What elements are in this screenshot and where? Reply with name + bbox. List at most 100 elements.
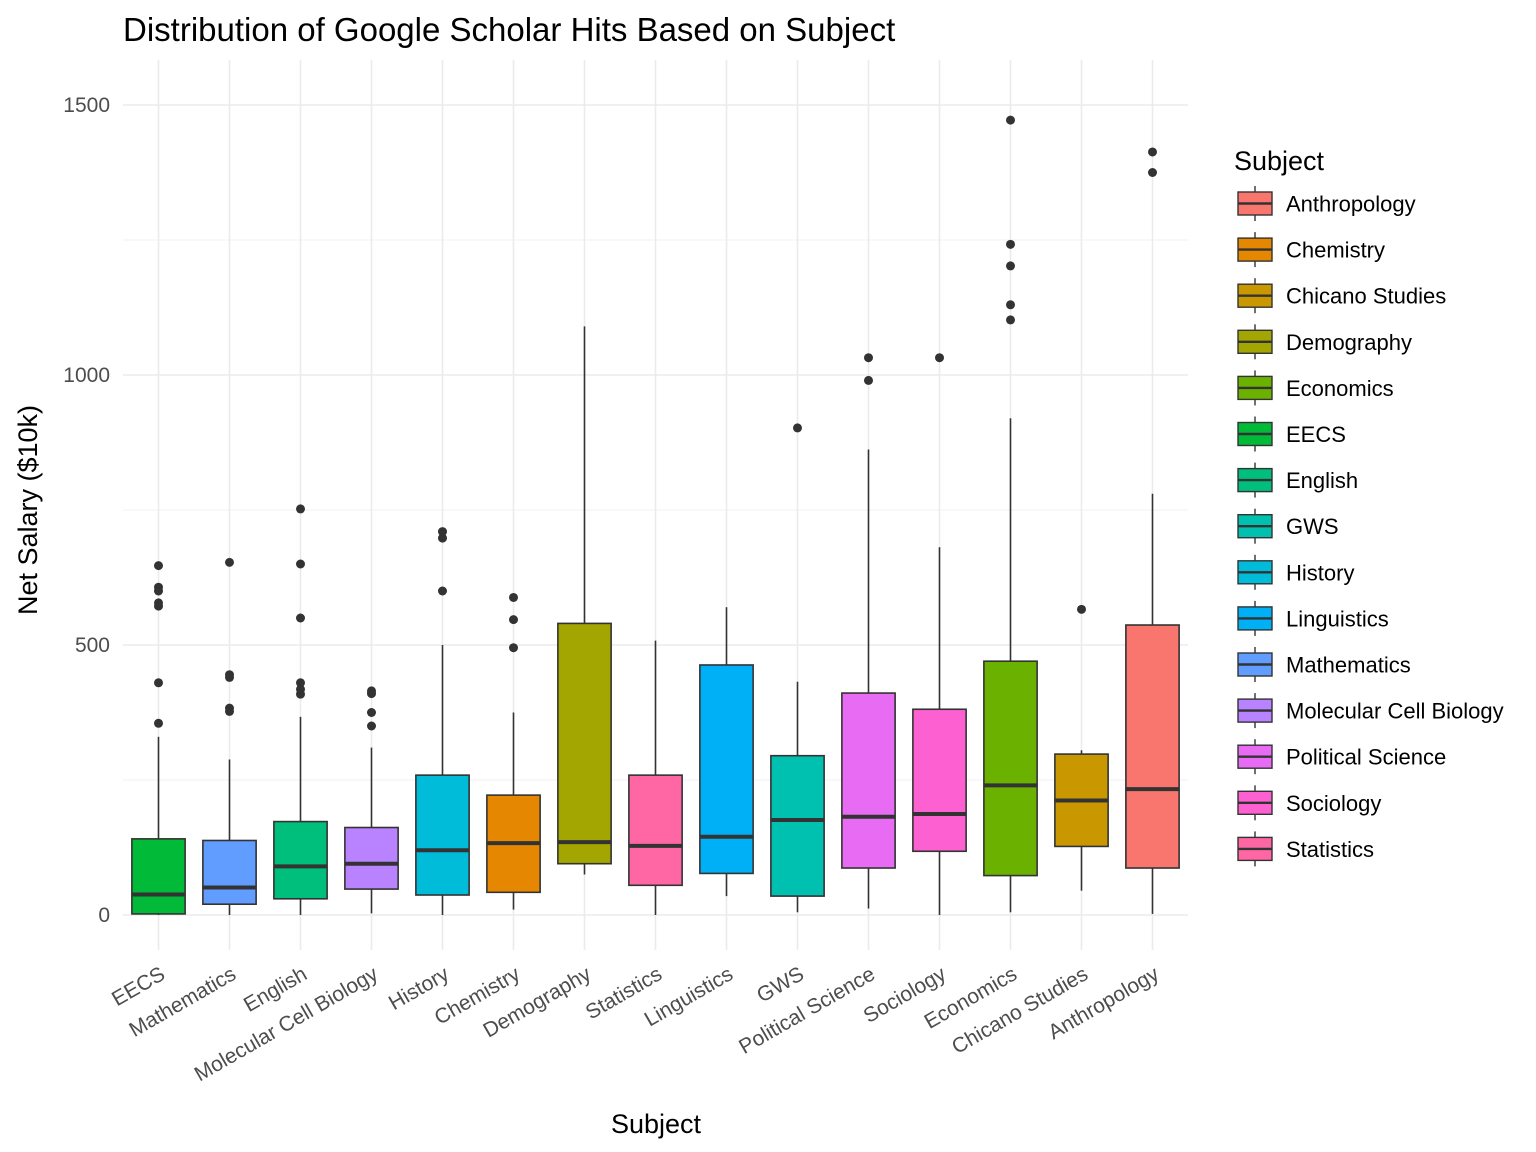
outlier-point [1006,115,1015,125]
outlier-point [1006,239,1015,249]
outlier-point [1006,300,1015,310]
y-axis-title: Net Salary ($10k) [13,405,43,615]
outlier-point [864,353,873,363]
box-iqr [131,838,186,915]
outlier-point [225,670,234,680]
legend-label: Political Science [1286,745,1446,770]
outlier-point [367,708,376,717]
legend-label: GWS [1286,514,1339,539]
box-history [415,527,470,915]
box-linguistics [699,607,754,897]
box-iqr [770,754,825,897]
outlier-point [154,582,163,592]
legend-label: EECS [1286,422,1346,447]
outlier-point [296,684,305,694]
legend-label: Demography [1286,330,1412,355]
box-iqr [841,692,896,869]
outlier-point [935,353,944,363]
legend-item: Economics [1237,370,1394,406]
outlier-point [154,678,163,688]
legend-item: Statistics [1237,831,1374,867]
legend-label: English [1286,468,1358,493]
outlier-point [509,592,518,602]
y-axis-ticks: 0 500 1000 1500 [63,94,110,927]
legend-item: EECS [1237,416,1346,452]
y-tick-label: 1500 [63,94,110,117]
legend-label: Sociology [1286,791,1381,816]
box-iqr [557,622,612,865]
outlier-point [438,527,447,537]
outlier-point [438,586,447,596]
outlier-point [1006,261,1015,271]
outlier-point [1148,168,1157,177]
legend-label: Anthropology [1286,192,1416,217]
box-chicano-studies [1054,604,1109,891]
outlier-point [1148,147,1157,157]
box-molecular-cell-biology [344,686,399,914]
outlier-point [154,561,163,571]
box-statistics [628,640,683,915]
legend-item: Anthropology [1237,186,1416,221]
box-economics [983,115,1038,913]
legend-item: Sociology [1237,785,1381,821]
outlier-point [793,423,802,433]
box-iqr [1125,624,1180,869]
legend-label: Linguistics [1286,606,1389,631]
box-anthropology [1125,147,1180,914]
boxes [131,115,1180,915]
legend-item: Political Science [1237,739,1446,775]
chart-title: Distribution of Google Scholar Hits Base… [123,11,895,48]
legend-item: History [1237,554,1354,590]
outlier-point [296,678,305,688]
legend-item: Chemistry [1237,232,1385,268]
y-tick-label: 500 [75,634,110,657]
legend-item: English [1237,462,1358,498]
box-iqr [628,774,683,887]
outlier-point [864,375,873,385]
box-chemistry [486,592,541,910]
outlier-point [1077,604,1086,614]
legend-item: Chicano Studies [1237,278,1446,314]
box-eecs [131,561,186,915]
legend-label: Chemistry [1286,238,1385,263]
outlier-point [438,533,447,543]
x-axis-title: Subject [611,1109,702,1139]
box-gws [770,423,825,913]
outlier-point [296,504,305,514]
outlier-point [367,686,376,696]
legend-label: Molecular Cell Biology [1286,699,1504,724]
box-demography [557,326,612,875]
outlier-point [154,598,163,608]
legend-item: GWS [1237,508,1339,544]
box-political-science [841,353,896,909]
x-tick-label: Political Science [735,962,879,1058]
box-sociology [912,353,967,915]
box-iqr [983,660,1038,877]
box-iqr [202,839,257,905]
outlier-point [225,557,234,567]
outlier-point [367,721,376,731]
box-mathematics [202,557,257,915]
outlier-point [296,559,305,569]
legend-title: Subject [1234,146,1325,176]
legend-label: Mathematics [1286,653,1411,678]
legend-label: History [1286,560,1354,585]
box-iqr [912,708,967,853]
legend-item: Molecular Cell Biology [1237,693,1504,729]
legend-item: Mathematics [1237,647,1411,682]
outlier-point [509,643,518,653]
legend-label: Statistics [1286,837,1374,862]
outlier-point [1006,315,1015,325]
y-tick-label: 1000 [63,364,110,387]
legend-label: Chicano Studies [1286,284,1446,309]
box-iqr [344,826,399,890]
outlier-point [154,718,163,728]
legend-item: Demography [1237,324,1412,360]
box-iqr [273,820,328,900]
box-iqr [699,664,754,875]
outlier-point [509,615,518,625]
legend-item: Linguistics [1237,600,1389,636]
